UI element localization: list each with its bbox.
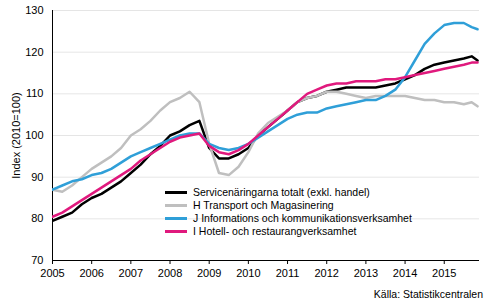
svg-text:120: 120 <box>25 46 43 58</box>
html-text:H Transport och Magasinering: H Transport och Magasinering <box>193 199 334 211</box>
svg-text:2014: 2014 <box>393 267 417 279</box>
svg-text:2013: 2013 <box>354 267 378 279</box>
svg-text:2009: 2009 <box>197 267 221 279</box>
svg-text:2012: 2012 <box>314 267 338 279</box>
svg-text:2011: 2011 <box>276 267 300 279</box>
svg-text:2006: 2006 <box>79 267 103 279</box>
svg-text:70: 70 <box>31 254 43 266</box>
html-text:Servicenäringarna totalt (exkl: Servicenäringarna totalt (exkl. handel) <box>193 186 370 198</box>
html-text:J Informations och kommunikati: J Informations och kommunikationsverksam… <box>193 212 412 224</box>
svg-text:80: 80 <box>31 212 43 224</box>
svg-text:2015: 2015 <box>432 267 456 279</box>
svg-text:2005: 2005 <box>40 267 64 279</box>
svg-text:2007: 2007 <box>119 267 143 279</box>
svg-text:130: 130 <box>25 4 43 16</box>
svg-text:2008: 2008 <box>158 267 182 279</box>
svg-text:110: 110 <box>26 87 44 99</box>
svg-text:90: 90 <box>31 171 43 183</box>
svg-text:Index (2010=100): Index (2010=100) <box>10 92 22 179</box>
svg-text:2010: 2010 <box>236 267 260 279</box>
html-text:Källa: Statistikcentralen: Källa: Statistikcentralen <box>373 288 483 300</box>
html-text:I Hotell- och restaurangverksa: I Hotell- och restaurangverksamhet <box>193 225 357 237</box>
svg-text:100: 100 <box>25 129 43 141</box>
